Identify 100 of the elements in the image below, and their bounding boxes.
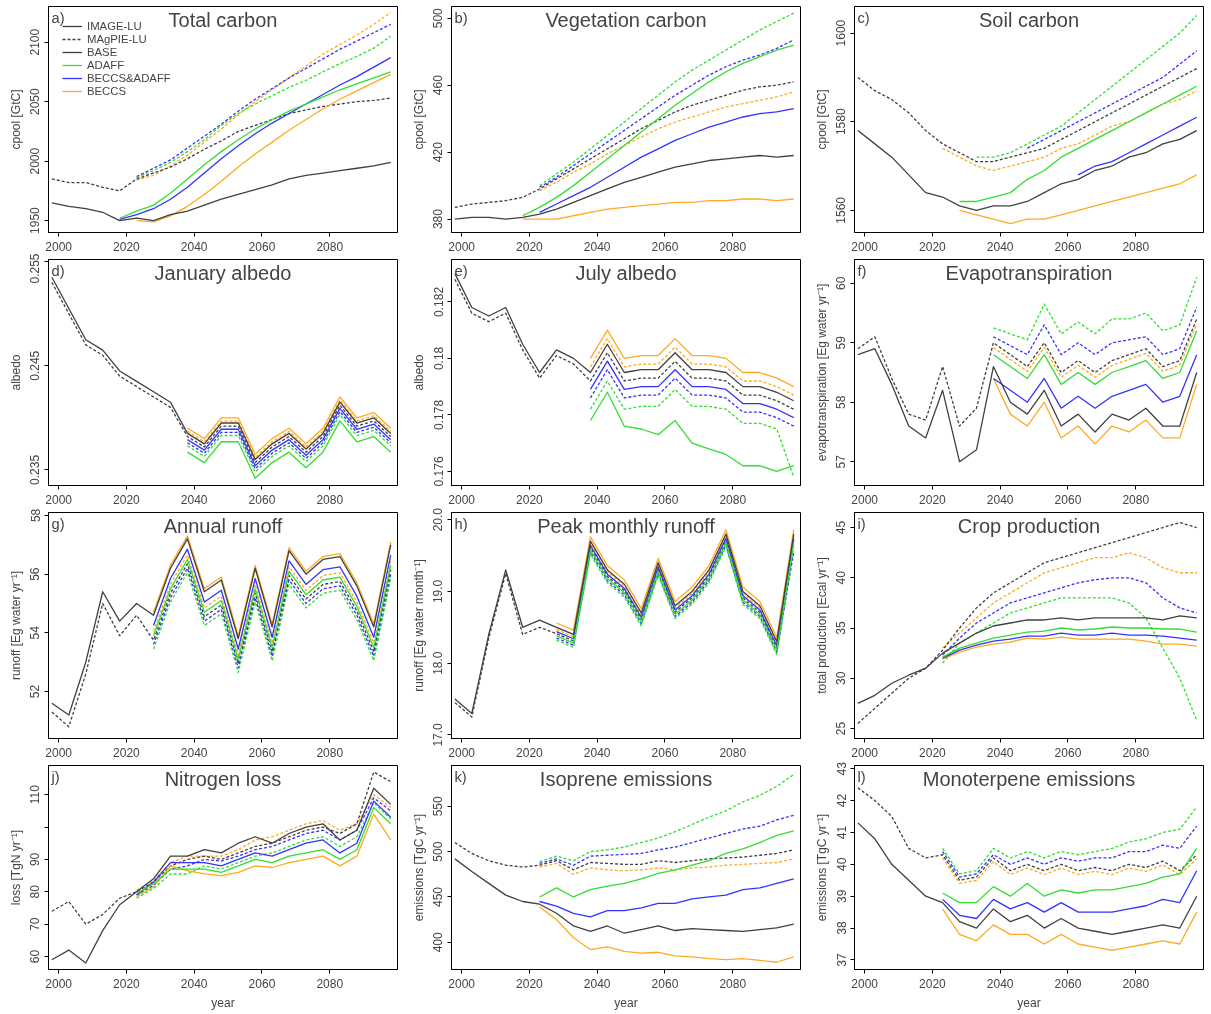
y-tick-label: 38 (834, 921, 849, 935)
x-tick-label: 2040 (986, 239, 1014, 254)
chart-title: January albedo (154, 261, 292, 284)
y-axis-title: cpool [GtC] (411, 89, 426, 150)
legend-label: BECCS&ADAFF (87, 72, 171, 84)
x-tick-label: 2020 (919, 745, 947, 760)
x-tick-label: 2080 (719, 976, 747, 991)
x-tick-label: 2080 (719, 492, 747, 507)
y-tick-label: 1600 (834, 19, 849, 47)
annotation: l) (857, 768, 866, 785)
x-tick-label: 2020 (113, 239, 141, 254)
y-tick-label: 0.182 (431, 286, 446, 317)
annotation: f) (857, 262, 867, 279)
y-tick-label: 40 (834, 857, 849, 871)
x-tick-label: 2040 (986, 745, 1014, 760)
x-tick-label: 2000 (448, 976, 476, 991)
x-tick-label: 2000 (851, 976, 879, 991)
y-axis-title: albedo (411, 354, 426, 391)
chart-title: Peak monthly runoff (537, 514, 716, 537)
legend-label: BASE (87, 46, 118, 58)
x-tick-label: 2040 (986, 492, 1014, 507)
x-tick-label: 2040 (180, 976, 208, 991)
x-tick-label: 2080 (1122, 976, 1150, 991)
chart-title: Monoterpene emissions (922, 767, 1136, 790)
chart-title: July albedo (575, 261, 677, 284)
x-tick-label: 2080 (316, 492, 344, 507)
x-tick-label: 2080 (316, 976, 344, 991)
x-tick-label: 2020 (516, 492, 544, 507)
y-tick-label: 25 (834, 721, 849, 736)
x-tick-label: 2060 (248, 745, 276, 760)
x-tick-label: 2080 (1122, 492, 1150, 507)
chart-title: Annual runoff (163, 514, 283, 537)
x-tick-label: 2040 (583, 492, 611, 507)
annotation: a) (51, 9, 65, 26)
x-tick-label: 2060 (1054, 239, 1082, 254)
y-tick-label: 500 (431, 841, 446, 862)
y-tick-label: 1580 (834, 108, 849, 136)
y-tick-label: 70 (28, 917, 43, 931)
y-tick-label: 460 (431, 74, 446, 96)
x-tick-label: 2000 (45, 976, 73, 991)
x-tick-label: 2000 (851, 239, 879, 254)
y-axis-title: loss [TgN yr⁻¹] (8, 829, 23, 906)
annotation: b) (454, 9, 468, 26)
x-tick-label: 2020 (113, 976, 141, 991)
annotation: e) (454, 262, 468, 279)
legend-label: BECCS (87, 85, 127, 97)
y-tick-label: 20.0 (431, 507, 446, 532)
x-tick-label: 2060 (651, 239, 679, 254)
x-tick-label: 2040 (986, 976, 1014, 991)
y-tick-label: 57 (834, 454, 849, 469)
chart-title: Vegetation carbon (545, 8, 707, 31)
y-tick-label: 19.0 (431, 579, 446, 604)
annotation: d) (51, 262, 65, 279)
x-tick-label: 2060 (1054, 745, 1082, 760)
legend-label: ADAFF (87, 59, 125, 71)
x-tick-label: 2020 (113, 492, 141, 507)
x-tick-label: 2040 (583, 239, 611, 254)
annotation: i) (857, 515, 866, 532)
y-tick-label: 1950 (28, 206, 43, 234)
x-tick-label: 2060 (248, 239, 276, 254)
y-axis-title: cpool [GtC] (8, 89, 23, 150)
annotation: IMAGE-LU (87, 20, 142, 32)
y-tick-label: 0.176 (431, 456, 446, 487)
y-tick-label: 400 (431, 931, 446, 953)
y-tick-label: 45 (834, 520, 849, 535)
y-tick-label: 0.245 (28, 350, 43, 381)
annotation: g) (51, 515, 65, 532)
y-tick-label: 380 (431, 208, 446, 230)
x-tick-label: 2020 (516, 976, 544, 991)
x-tick-label: 2000 (448, 492, 476, 507)
y-tick-label: 420 (431, 141, 446, 163)
y-tick-label: 17.0 (431, 722, 446, 747)
x-tick-label: 2060 (651, 976, 679, 991)
x-tick-label: 2080 (316, 745, 344, 760)
annotation: k) (454, 768, 467, 785)
x-tick-label: 2080 (1122, 745, 1150, 760)
x-tick-label: 2000 (45, 239, 73, 254)
chart-title: Nitrogen loss (164, 767, 282, 790)
x-tick-label: 2000 (45, 492, 73, 507)
y-tick-label: 18.0 (431, 651, 446, 675)
x-tick-label: 2060 (651, 492, 679, 507)
y-tick-label: 110 (28, 784, 43, 805)
y-tick-label: 56 (28, 567, 43, 581)
x-tick-label: 2040 (583, 745, 611, 760)
y-tick-label: 60 (834, 276, 849, 290)
x-tick-label: 2020 (919, 239, 947, 254)
x-tick-label: 2000 (448, 239, 476, 254)
y-tick-label: 60 (28, 949, 43, 964)
x-tick-label: 2080 (719, 745, 747, 760)
y-axis-title: runoff [Eg water yr⁻¹] (8, 570, 23, 681)
y-tick-label: 500 (431, 7, 446, 29)
y-axis-title: total production [Ecal yr⁻¹] (814, 557, 829, 694)
x-tick-label: 2020 (113, 745, 141, 760)
x-tick-label: 2040 (180, 239, 208, 254)
chart-title: Isoprene emissions (539, 767, 713, 790)
y-tick-label: 37 (834, 952, 849, 967)
y-tick-label: 0.18 (431, 346, 446, 371)
chart-title: Total carbon (168, 8, 278, 31)
y-tick-label: 52 (28, 684, 43, 699)
x-tick-label: 2080 (719, 239, 747, 254)
